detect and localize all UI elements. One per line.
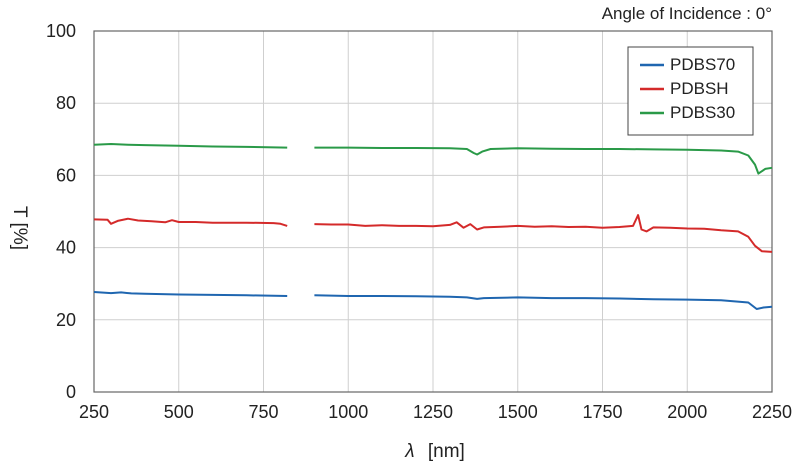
x-tick-label: 750 xyxy=(248,402,278,422)
y-tick-label: 80 xyxy=(56,93,76,113)
series-line-pdbs30 xyxy=(314,146,773,175)
x-tick-label: 1500 xyxy=(498,402,538,422)
x-tick-label: 500 xyxy=(164,402,194,422)
legend-label-pdbsh: PDBSH xyxy=(670,79,729,98)
x-axis-label: λ [nm] xyxy=(404,441,465,462)
series-line-pdbs70 xyxy=(314,294,773,310)
y-axis-label: T [%] xyxy=(9,206,30,250)
y-tick-labels: 0 20 40 60 80 100 xyxy=(46,21,76,402)
angle-annotation: Angle of Incidence : 0° xyxy=(602,4,772,23)
legend-box xyxy=(627,46,754,136)
x-tick-label: 1000 xyxy=(328,402,368,422)
y-tick-label: 20 xyxy=(56,310,76,330)
x-tick-label: 2000 xyxy=(667,402,707,422)
x-tick-label: 1750 xyxy=(582,402,622,422)
legend-label-pdbs70: PDBS70 xyxy=(670,55,735,74)
plot-frame xyxy=(93,30,773,393)
series-line-pdbs30 xyxy=(93,143,288,149)
series-line-pdbsh xyxy=(93,217,288,227)
series-line-pdbs70 xyxy=(93,291,288,297)
legend: PDBS70 PDBSH PDBS30 xyxy=(627,46,754,136)
x-tick-label: 250 xyxy=(79,402,109,422)
series-layer xyxy=(93,143,773,310)
y-tick-label: 100 xyxy=(46,21,76,41)
y-tick-label: 60 xyxy=(56,165,76,185)
series-line-pdbsh xyxy=(314,214,773,253)
y-tick-label: 40 xyxy=(56,238,76,258)
x-tick-label: 2250 xyxy=(752,402,792,422)
legend-label-pdbs30: PDBS30 xyxy=(670,103,735,122)
x-axis-label-symbol: λ xyxy=(404,441,414,462)
x-tick-label: 1250 xyxy=(413,402,453,422)
x-tick-labels: 250 500 750 1000 1250 1500 1750 2000 2250 xyxy=(79,402,792,422)
y-tick-label: 0 xyxy=(66,382,76,402)
x-axis-label-unit: [nm] xyxy=(428,441,465,462)
